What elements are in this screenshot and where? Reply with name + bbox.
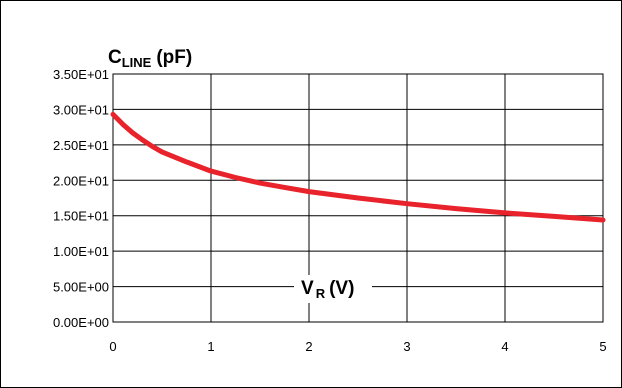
x-axis-label: V R (V) — [301, 278, 354, 301]
x-tick-label: 5 — [599, 339, 606, 354]
y-tick-label: 5.00E+00 — [53, 280, 109, 295]
y-axis-label-unit: (pF) — [156, 47, 192, 68]
x-tick-label: 3 — [403, 339, 410, 354]
series-line — [110, 111, 606, 223]
x-tick-label: 0 — [109, 339, 116, 354]
y-axis-label-main: C — [108, 47, 122, 68]
y-axis-label: CLINE (pF) — [108, 47, 192, 70]
x-tick-label: 2 — [305, 339, 312, 354]
x-axis-ticks: 0 1 2 3 4 5 — [109, 339, 606, 354]
x-tick-label: 4 — [501, 339, 508, 354]
y-tick-label: 1.00E+01 — [53, 244, 109, 259]
y-tick-label: 3.50E+01 — [53, 67, 109, 82]
y-tick-label: 2.00E+01 — [53, 173, 109, 188]
y-tick-label: 0.00E+00 — [53, 315, 109, 330]
series-group — [110, 111, 606, 223]
x-axis-label-unit: (V) — [329, 278, 354, 299]
x-axis-label-sub: R — [316, 286, 326, 301]
x-tick-label: 1 — [207, 339, 214, 354]
y-axis-ticks: 0.00E+00 5.00E+00 1.00E+01 1.50E+01 2.00E+01… — [53, 67, 109, 330]
y-tick-label: 3.00E+01 — [53, 102, 109, 117]
y-tick-label: 2.50E+01 — [53, 138, 109, 153]
y-axis-label-sub: LINE — [122, 55, 152, 70]
x-axis-label-main: V — [301, 278, 314, 299]
x-axis-label-bg — [294, 275, 372, 303]
y-tick-label: 1.50E+01 — [53, 209, 109, 224]
